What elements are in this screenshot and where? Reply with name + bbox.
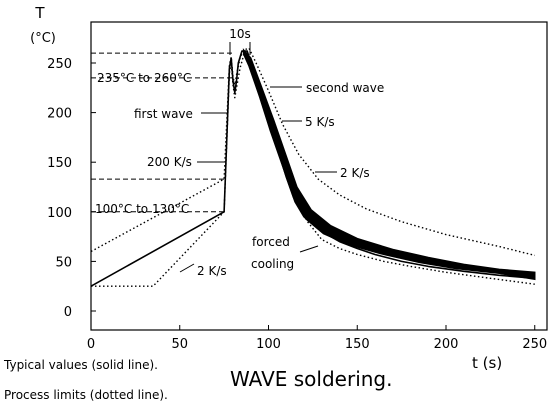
y-tick-label-250: 250 <box>47 57 72 72</box>
x-tick-label-250: 250 <box>522 337 547 352</box>
footnote-limits: Process limits (dotted line). <box>4 388 168 402</box>
annotation-2ks-left: 2 K/s <box>197 264 227 278</box>
y-tick-label-200: 200 <box>47 107 72 122</box>
footnote-typical: Typical values (solid line). <box>3 358 158 372</box>
annotation-200ks: 200 K/s <box>147 155 192 169</box>
annotation-second-wave: second wave <box>306 81 384 95</box>
chart-title: WAVE soldering. <box>230 367 392 391</box>
x-axis-title: t (s) <box>472 354 502 372</box>
x-tick-label-0: 0 <box>87 337 95 352</box>
leader-2ks-left <box>179 263 195 273</box>
annotation-cooling: cooling <box>251 257 294 271</box>
limit-line-2 <box>91 52 535 287</box>
y-tick-label-50: 50 <box>55 255 72 270</box>
typical-line <box>90 50 535 287</box>
leader-forced-cooling <box>299 245 319 253</box>
plot-layer: 0 50 100 150 200 250 0 50 100 150 200 250 <box>47 21 548 352</box>
annotation-5ks: 5 K/s <box>305 115 335 129</box>
annotation-first-wave: first wave <box>134 107 193 121</box>
annotation-10s: 10s <box>229 27 251 41</box>
y-tick-label-150: 150 <box>47 156 72 171</box>
y-tick-label-100: 100 <box>47 206 72 221</box>
x-tick-label-50: 50 <box>171 337 188 352</box>
annotation-layer: T (°C) t (s) 10s 235°C to 260°C 100°C to… <box>3 4 502 402</box>
annotation-range-low: 100°C to 130°C <box>95 202 189 216</box>
annotation-forced: forced <box>252 235 290 249</box>
plot-frame <box>90 21 548 331</box>
leader-lines <box>179 42 337 273</box>
annotation-range-high: 235°C to 260°C <box>97 71 191 85</box>
y-axis-unit: (°C) <box>30 31 56 46</box>
y-tick-label-0: 0 <box>64 305 72 320</box>
y-axis-title: T <box>34 4 45 22</box>
annotation-2ks-right: 2 K/s <box>340 166 370 180</box>
limit-line-1 <box>90 47 535 257</box>
x-tick-label-150: 150 <box>345 337 370 352</box>
x-tick-label-100: 100 <box>256 337 281 352</box>
x-tick-label-200: 200 <box>434 337 459 352</box>
